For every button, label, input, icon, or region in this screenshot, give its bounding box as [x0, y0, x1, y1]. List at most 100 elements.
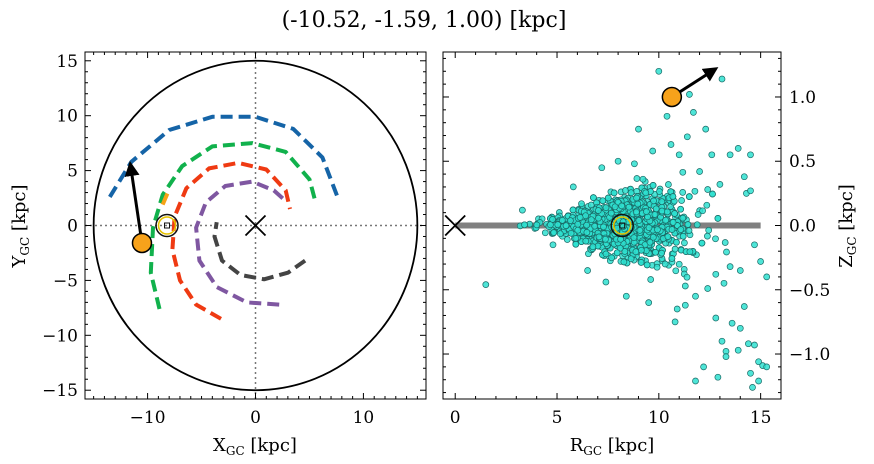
star-point — [631, 160, 638, 168]
star-point — [649, 147, 657, 155]
star-point — [694, 211, 702, 218]
star-point — [747, 369, 754, 377]
sun-marker-rz-ring — [612, 216, 632, 235]
xy-tick-labels: −10 0 10 −15 −10 −5 0 5 10 15 — [42, 52, 374, 428]
star-point — [704, 186, 712, 193]
star-point — [672, 267, 680, 275]
star-point — [709, 190, 716, 198]
star-point — [582, 212, 589, 220]
star-point — [591, 222, 599, 230]
star-point — [587, 216, 595, 224]
star-point — [608, 254, 615, 262]
y-tick-label-left: 10 — [56, 107, 78, 127]
y-tick-label-left: 15 — [56, 52, 78, 72]
star-point — [763, 363, 771, 371]
star-point — [653, 263, 661, 271]
star-point — [602, 278, 610, 286]
sun-marker-rz-center — [619, 222, 626, 229]
star-point — [749, 384, 756, 391]
star-point — [602, 235, 609, 243]
star-point — [718, 75, 726, 83]
star-point — [642, 189, 650, 197]
xy-ticks — [85, 52, 426, 399]
star-point — [704, 285, 712, 292]
star-point — [685, 193, 693, 200]
star-point — [652, 248, 659, 256]
star-point — [550, 229, 558, 236]
star-point — [665, 181, 672, 188]
x-tick-label-rz: 10 — [648, 408, 670, 428]
galactic-center-marker — [244, 214, 267, 237]
object-marker-rz — [661, 86, 683, 108]
star-point — [519, 206, 526, 214]
sun-marker-center — [164, 222, 171, 229]
star-point — [671, 318, 679, 326]
rz-panel: 0 5 10 15 −1.0 −0.5 0.0 0.5 1.0 RGC [kpc] ZGC [k… — [442, 51, 859, 458]
star-point — [576, 214, 584, 221]
star-point — [630, 234, 638, 241]
sun-marker — [155, 213, 179, 238]
star-point — [595, 233, 603, 241]
star-point — [671, 210, 678, 217]
star-point — [613, 249, 621, 257]
star-point — [567, 217, 574, 224]
star-point — [669, 219, 677, 226]
star-point — [595, 214, 602, 222]
star-point — [679, 189, 687, 196]
star-point — [708, 151, 716, 159]
star-point — [618, 202, 626, 210]
star-point — [658, 198, 666, 205]
star-point — [622, 292, 630, 300]
star-point — [726, 263, 734, 270]
star-point — [747, 151, 754, 159]
star-point — [633, 208, 640, 216]
star-point — [690, 109, 697, 116]
x-tick-label-left: 0 — [250, 408, 261, 428]
rz-plot-area — [444, 67, 771, 391]
star-point — [736, 324, 744, 332]
star-point — [664, 233, 672, 240]
star-point — [723, 248, 730, 256]
spiral-arm-3 — [160, 188, 172, 206]
y-tick-label-left: −10 — [42, 326, 78, 346]
star-point — [649, 233, 657, 241]
star-point — [667, 141, 675, 148]
object-marker — [131, 232, 153, 254]
star-point — [663, 112, 671, 120]
xy-panel: −10 0 10 −15 −10 −5 0 5 10 15 XGC [kpc] YGC [kpc] — [9, 51, 427, 458]
star-point — [521, 221, 528, 229]
star-point — [647, 276, 655, 283]
star-point — [728, 319, 736, 327]
star-point — [751, 241, 758, 249]
star-point — [679, 232, 687, 240]
star-point — [691, 187, 699, 195]
star-point — [685, 227, 693, 234]
star-point — [712, 235, 719, 243]
star-point — [721, 239, 729, 246]
star-point — [589, 243, 597, 251]
star-point — [700, 363, 707, 371]
star-point — [663, 208, 671, 216]
star-point — [549, 241, 557, 249]
star-point — [643, 208, 650, 215]
x-axis-label-left: XGC [kpc] — [213, 435, 297, 458]
star-point — [638, 246, 645, 254]
star-point — [678, 197, 685, 204]
star-point — [562, 222, 570, 229]
star-point — [651, 211, 659, 218]
star-point — [705, 226, 713, 234]
star-point — [673, 238, 680, 246]
star-point — [656, 188, 663, 195]
star-point — [681, 239, 688, 247]
y-tick-label-left: 0 — [67, 217, 78, 237]
star-point — [556, 230, 564, 238]
star-point — [639, 175, 647, 183]
x-tick-label-rz: 5 — [552, 408, 563, 428]
star-point — [602, 204, 610, 211]
sun-marker-rz — [610, 213, 634, 238]
y-tick-label-left: −15 — [42, 381, 78, 401]
star-point — [635, 125, 642, 133]
y-axis-label-right: ZGC [kpc] — [836, 184, 859, 268]
y-tick-label-left: 5 — [67, 162, 78, 182]
